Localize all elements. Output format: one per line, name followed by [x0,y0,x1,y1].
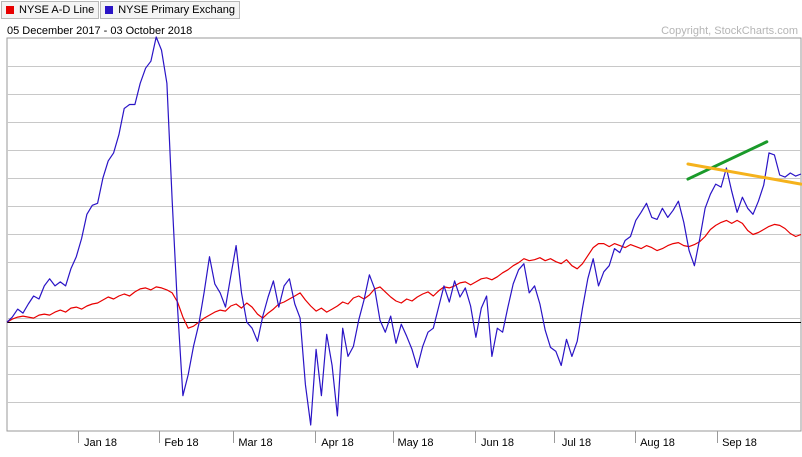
x-tick-label: Aug 18 [640,437,675,449]
x-axis: Jan 18 Feb 18 Mar 18 Apr 18 May 18 Jun 18 Jul … [78,431,757,449]
grid-lines [6,37,802,432]
legend-item-primary-exchange[interactable]: NYSE Primary Exchang [100,1,240,19]
legend-label-ad-line: NYSE A-D Line [19,4,95,16]
x-tick-label: May 18 [397,437,433,449]
series-line-primary-exchange [6,36,802,426]
legend-item-ad-line[interactable]: NYSE A-D Line [1,1,100,19]
series-line-ad-line [6,219,802,329]
legend-label-primary-exchange: NYSE Primary Exchang [118,4,235,16]
chart-legend: NYSE A-D Line NYSE Primary Exchang [1,1,240,21]
x-tick-label: Jul 18 [562,437,591,449]
date-range-label: 05 December 2017 - 03 October 2018 [7,25,193,37]
trendline-green [686,140,769,181]
trendline-orange [686,162,802,186]
legend-swatch-ad-line [6,6,14,14]
series-lines [6,36,802,426]
legend-swatch-primary-exchange [105,6,114,14]
x-tick-label: Jan 18 [84,437,117,449]
x-tick-label: Feb 18 [164,437,198,449]
x-tick-label: Sep 18 [722,437,757,449]
x-tick-label: Mar 18 [238,437,272,449]
x-tick-label: Jun 18 [481,437,514,449]
copyright-label: Copyright, StockCharts.com [661,25,798,37]
x-tick-label: Apr 18 [321,437,353,449]
trendlines [686,140,802,186]
